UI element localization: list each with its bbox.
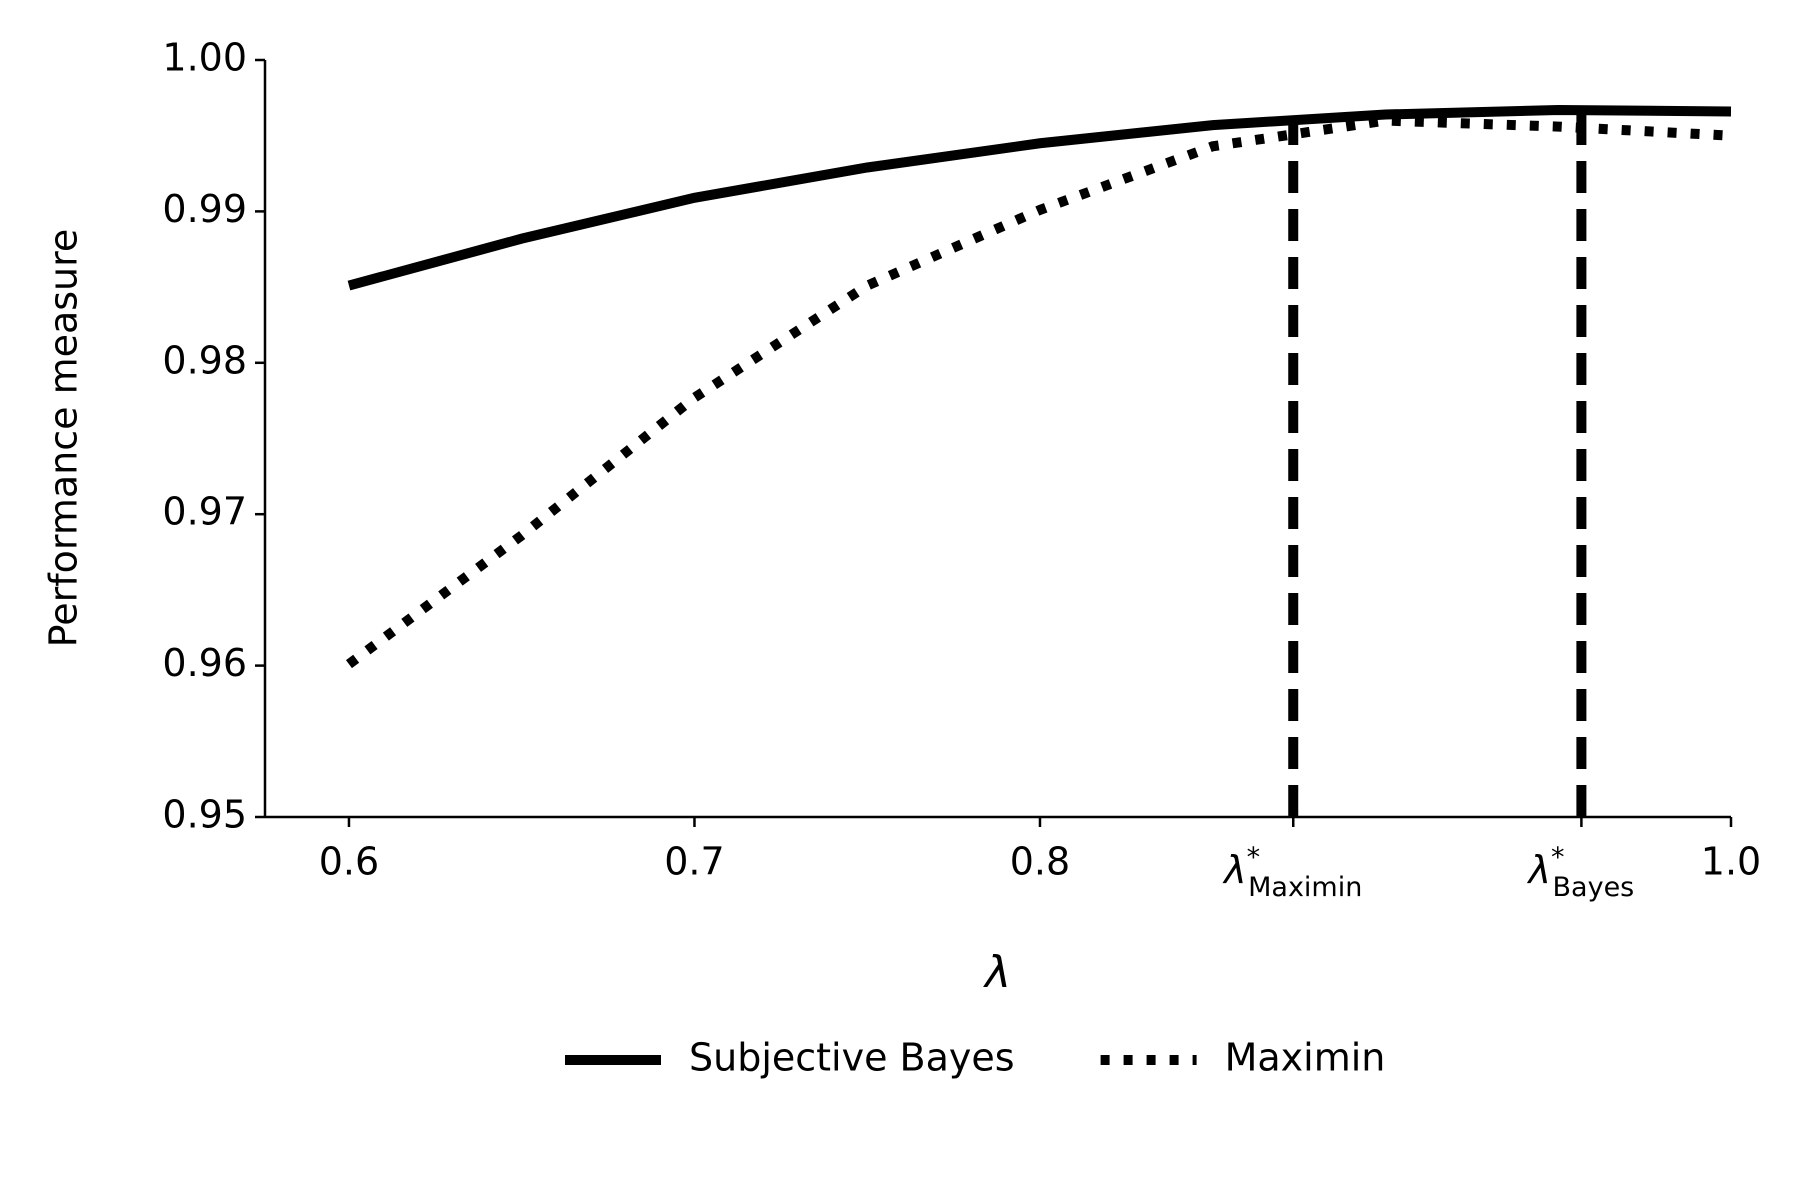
x-tick-subscript: Bayes (1553, 872, 1635, 903)
x-tick-label: 1.0 (1701, 840, 1761, 884)
x-tick-label: 0.6 (319, 840, 379, 884)
line-series (347, 104, 1732, 291)
legend-label: Subjective Bayes (689, 1036, 1015, 1080)
y-tick-label: 1.00 (162, 36, 247, 80)
x-tick-subscript: Maximin (1248, 872, 1362, 903)
legend-item: Subjective Bayes (565, 1036, 1015, 1080)
y-axis-label: Performance measure (42, 229, 86, 648)
legend-item: Maximin (1100, 1036, 1386, 1080)
x-axis-label: λ (983, 947, 1011, 998)
x-tick-label: λ* Bayes (1527, 842, 1635, 903)
y-tick-label: 0.97 (162, 490, 247, 534)
x-tick-label: 0.8 (1010, 840, 1070, 884)
y-tick-label: 0.96 (162, 641, 247, 685)
x-tick-superscript: * (1247, 842, 1261, 873)
x-tick-label: 0.7 (664, 840, 724, 884)
legend-label: Maximin (1225, 1036, 1386, 1080)
y-tick-label: 0.98 (162, 338, 247, 382)
x-tick-symbol: λ (1222, 848, 1247, 892)
x-tick-superscript: * (1551, 842, 1565, 873)
y-tick-label: 0.99 (162, 187, 247, 231)
x-tick-label: λ* Maximin (1222, 842, 1362, 903)
line-series (345, 115, 1732, 669)
y-tick-label: 0.95 (162, 793, 247, 837)
x-tick-symbol: λ (1527, 848, 1552, 892)
